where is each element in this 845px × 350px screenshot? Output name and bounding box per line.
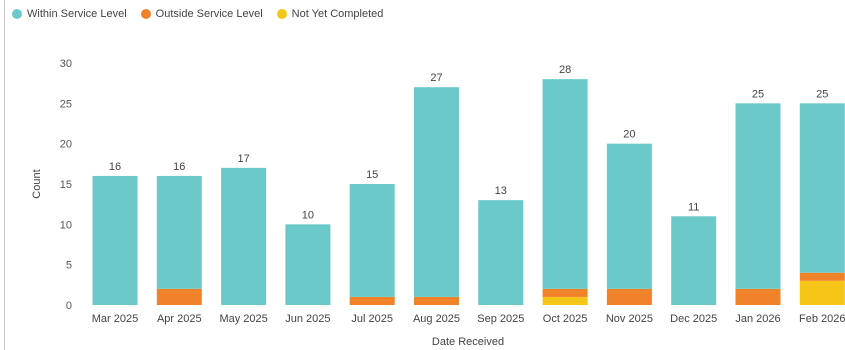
bar-segment-outside-service-level[interactable] xyxy=(735,288,781,305)
bar-total-label: 11 xyxy=(688,201,699,213)
legend-item-outside[interactable]: Outside Service Level xyxy=(140,8,263,20)
bar-segment-within-service-level[interactable] xyxy=(735,103,781,289)
legend-swatch-not-completed xyxy=(276,9,287,19)
bar-segment-outside-service-level[interactable] xyxy=(799,272,845,281)
y-tick-label: 10 xyxy=(60,219,72,231)
y-tick-label: 20 xyxy=(60,139,72,151)
bar-total-label: 17 xyxy=(237,153,249,165)
bar-segment-outside-service-level[interactable] xyxy=(414,296,459,305)
x-tick-label: Sep 2025 xyxy=(477,313,524,325)
x-tick-label: Jan 2026 xyxy=(735,313,780,325)
chart-legend: Within Service Level Outside Service Lev… xyxy=(12,8,383,20)
y-tick-label: 25 xyxy=(60,98,72,110)
x-tick-label: Nov 2025 xyxy=(606,313,653,325)
bar-total-label: 25 xyxy=(816,88,828,100)
bar-total-label: 16 xyxy=(109,161,121,173)
x-tick-label: Aug 2025 xyxy=(413,313,460,325)
legend-swatch-outside xyxy=(140,9,151,19)
bar-total-label: 28 xyxy=(559,64,571,76)
x-axis: Mar 2025 Apr 2025 May 2025 Jun 2025 Jul 2025… xyxy=(92,313,845,325)
bar-segment-outside-service-level[interactable] xyxy=(606,288,652,305)
bar-segment-within-service-level[interactable] xyxy=(799,103,845,273)
bar-total-label: 25 xyxy=(752,88,764,100)
bar-segment-within-service-level[interactable] xyxy=(478,200,524,305)
x-tick-label: Jun 2025 xyxy=(285,313,330,325)
bar-total-label: 16 xyxy=(173,161,185,173)
x-tick-label: Oct 2025 xyxy=(543,313,588,325)
legend-item-within[interactable]: Within Service Level xyxy=(12,8,127,20)
bar-segment-within-service-level[interactable] xyxy=(221,167,267,305)
bar-segment-within-service-level[interactable] xyxy=(156,175,202,289)
legend-label-not-completed: Not Yet Completed xyxy=(291,8,384,20)
bar-segment-within-service-level[interactable] xyxy=(606,143,652,289)
x-tick-label: Jul 2025 xyxy=(351,313,393,325)
bar-segment-not-yet-completed[interactable] xyxy=(542,296,588,305)
y-tick-label: 0 xyxy=(66,300,72,312)
x-tick-label: May 2025 xyxy=(219,313,267,325)
x-tick-label: Dec 2025 xyxy=(670,313,717,325)
bar-segment-within-service-level[interactable] xyxy=(671,216,717,305)
y-tick-label: 15 xyxy=(60,179,72,191)
legend-swatch-within xyxy=(12,9,22,19)
legend-label-within: Within Service Level xyxy=(27,8,127,20)
bar-total-label: 10 xyxy=(302,209,314,221)
legend-label-outside: Outside Service Level xyxy=(155,8,263,20)
x-axis-title: Date Received xyxy=(432,336,504,348)
y-tick-label: 5 xyxy=(66,260,72,272)
y-axis: 0 5 10 15 20 25 30 xyxy=(60,58,72,312)
bar-total-label: 15 xyxy=(366,169,378,181)
bar-segment-within-service-level[interactable] xyxy=(414,87,459,297)
legend-item-not-completed[interactable]: Not Yet Completed xyxy=(276,8,384,20)
bar-segment-outside-service-level[interactable] xyxy=(349,296,395,305)
bar-area: 16 16 17 10 15 27 13 28 20 11 25 25 xyxy=(92,64,845,305)
bar-segment-within-service-level[interactable] xyxy=(92,175,138,305)
bar-segment-not-yet-completed[interactable] xyxy=(799,280,845,305)
bar-segment-within-service-level[interactable] xyxy=(542,79,588,289)
y-tick-label: 30 xyxy=(60,58,72,70)
bar-segment-within-service-level[interactable] xyxy=(349,184,395,297)
x-tick-label: Feb 2026 xyxy=(799,313,845,325)
bar-segment-outside-service-level[interactable] xyxy=(542,288,588,297)
x-tick-label: Apr 2025 xyxy=(157,313,202,325)
panel-border xyxy=(4,0,5,350)
bar-total-label: 13 xyxy=(495,185,507,197)
bar-segment-within-service-level[interactable] xyxy=(285,224,331,305)
y-axis-title: Count xyxy=(31,169,43,198)
bar-segment-outside-service-level[interactable] xyxy=(156,288,202,305)
bar-total-label: 20 xyxy=(623,129,635,141)
x-tick-label: Mar 2025 xyxy=(92,313,138,325)
bar-total-label: 27 xyxy=(430,72,442,84)
